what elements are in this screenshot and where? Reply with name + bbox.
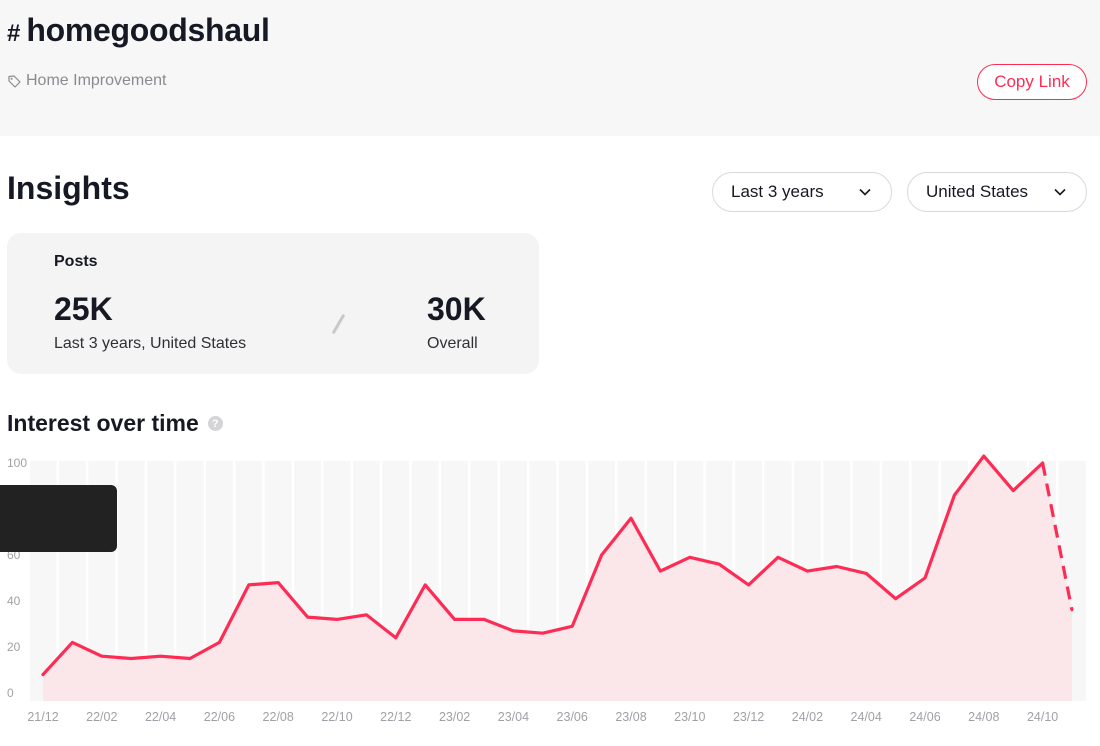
data-point [1041, 461, 1044, 465]
hash-symbol: # [7, 20, 21, 47]
data-point [747, 583, 750, 587]
data-point [776, 556, 780, 559]
data-point [365, 613, 368, 616]
posts-period-caption: Last 3 years, United States [54, 335, 247, 352]
data-point [571, 625, 574, 628]
data-point [541, 632, 544, 635]
data-point [335, 618, 339, 621]
x-tick-label: 23/10 [674, 710, 705, 724]
area-fill [43, 456, 1072, 701]
data-point [482, 618, 486, 621]
posts-overall-value: 30K [427, 291, 486, 327]
data-point [130, 657, 133, 660]
data-point [100, 655, 104, 658]
data-point [659, 569, 662, 573]
data-point [218, 641, 221, 644]
page-title: # homegoodshaul [7, 12, 270, 49]
y-tick-label: 20 [7, 640, 21, 654]
data-point [600, 553, 603, 557]
category-label[interactable]: Home Improvement [8, 72, 167, 90]
data-point [835, 565, 838, 568]
x-tick-label: 23/08 [615, 710, 646, 724]
x-tick-label: 23/04 [498, 710, 529, 724]
data-point [188, 657, 192, 660]
data-point [953, 494, 956, 497]
x-tick-label: 22/10 [321, 710, 352, 724]
data-point [1070, 609, 1074, 612]
series-line-projected [1041, 462, 1074, 611]
x-tick-label: 24/10 [1027, 710, 1058, 724]
region-select-value: United States [926, 182, 1029, 201]
copy-link-button[interactable]: Copy Link [977, 64, 1087, 100]
data-point [629, 517, 633, 520]
data-point [453, 618, 456, 621]
data-point [982, 454, 985, 458]
insights-title: Insights [7, 170, 130, 206]
tag-icon [8, 74, 21, 88]
posts-overall-caption: Overall [427, 335, 478, 352]
y-tick-label: 0 [7, 686, 14, 700]
data-point [424, 583, 427, 587]
data-point [923, 576, 927, 580]
period-select-value: Last 3 years [731, 182, 824, 201]
x-tick-label: 21/12 [27, 710, 58, 724]
x-tick-label: 22/12 [380, 710, 411, 724]
data-point [512, 629, 515, 633]
data-point [277, 581, 280, 584]
divider-slash [331, 313, 346, 335]
data-point [71, 641, 74, 644]
x-tick-label: 22/06 [204, 710, 235, 724]
x-tick-label: 23/12 [733, 710, 764, 724]
hashtag-header: # homegoodshaul Home Improvement Copy Li… [0, 0, 1100, 136]
data-point [247, 583, 250, 587]
data-point [41, 673, 45, 676]
data-point [306, 615, 309, 619]
y-tick-label: 100 [7, 456, 27, 470]
posts-label: Posts [54, 253, 98, 270]
x-tick-label: 24/08 [968, 710, 999, 724]
x-tick-label: 22/02 [86, 710, 117, 724]
interest-over-time-title: Interest over time ? [7, 410, 223, 437]
region-select[interactable]: United States [907, 172, 1087, 212]
posts-card: Posts 25K Last 3 years, United States 30… [7, 233, 539, 374]
x-tick-label: 23/02 [439, 710, 470, 724]
chevron-down-icon [1054, 188, 1066, 196]
data-point [159, 655, 162, 658]
category-text: Home Improvement [26, 72, 167, 89]
posts-period-value: 25K [54, 291, 113, 327]
x-tick-label: 24/04 [851, 710, 882, 724]
x-tick-label: 22/04 [145, 710, 176, 724]
data-point [865, 572, 868, 575]
data-point [1012, 489, 1015, 492]
interest-title-text: Interest over time [7, 410, 199, 436]
interest-chart: 02040608010021/1222/0222/0422/0622/0822/… [7, 454, 1086, 724]
tooltip-overlay [0, 485, 117, 552]
data-point [718, 563, 721, 566]
hashtag-name: homegoodshaul [26, 12, 270, 48]
x-tick-label: 24/06 [909, 710, 940, 724]
x-tick-label: 22/08 [263, 710, 294, 724]
question-icon[interactable]: ? [207, 416, 223, 431]
data-point [894, 597, 897, 600]
x-tick-label: 23/06 [557, 710, 588, 724]
y-tick-label: 40 [7, 594, 21, 608]
x-tick-label: 24/02 [792, 710, 823, 724]
period-select[interactable]: Last 3 years [712, 172, 892, 212]
chevron-down-icon [859, 188, 871, 196]
data-point [394, 636, 397, 639]
data-point [806, 569, 809, 573]
data-point [688, 556, 691, 559]
